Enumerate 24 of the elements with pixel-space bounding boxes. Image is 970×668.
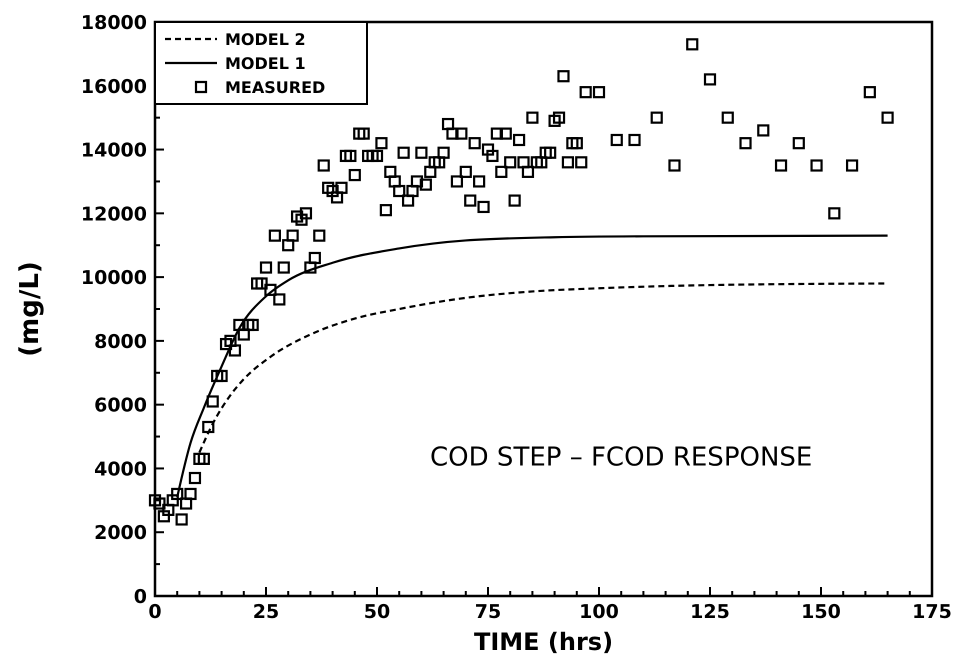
y-tick-label: 2000 [94, 522, 147, 544]
y-tick-label: 12000 [80, 203, 147, 226]
x-tick-label: 75 [474, 601, 502, 623]
y-tick-label: 0 [134, 586, 147, 608]
x-tick-label: 150 [801, 601, 841, 623]
legend-label: MEASURED [225, 78, 326, 97]
legend-label: MODEL 1 [225, 54, 306, 73]
x-tick-label: 50 [364, 601, 390, 623]
y-tick-label: 16000 [80, 76, 147, 98]
x-tick-label: 100 [579, 601, 619, 623]
x-tick-label: 25 [252, 601, 280, 623]
y-tick-label: 8000 [94, 330, 147, 353]
x-tick-label: 175 [912, 601, 952, 623]
legend-label: MODEL 2 [225, 30, 306, 49]
y-tick-label: 4000 [94, 458, 147, 480]
x-tick-label: 0 [148, 601, 162, 623]
y-tick-label: 14000 [80, 140, 147, 162]
y-tick-label: 10000 [80, 267, 147, 290]
y-tick-label: 6000 [94, 394, 147, 417]
annotation: COD STEP – FCOD RESPONSE [430, 442, 812, 472]
x-tick-label: 125 [690, 601, 730, 623]
y-tick-label: 18000 [80, 12, 147, 34]
x-axis-title: TIME (hrs) [474, 628, 614, 656]
y-axis-title: (mg/L) [15, 261, 45, 357]
